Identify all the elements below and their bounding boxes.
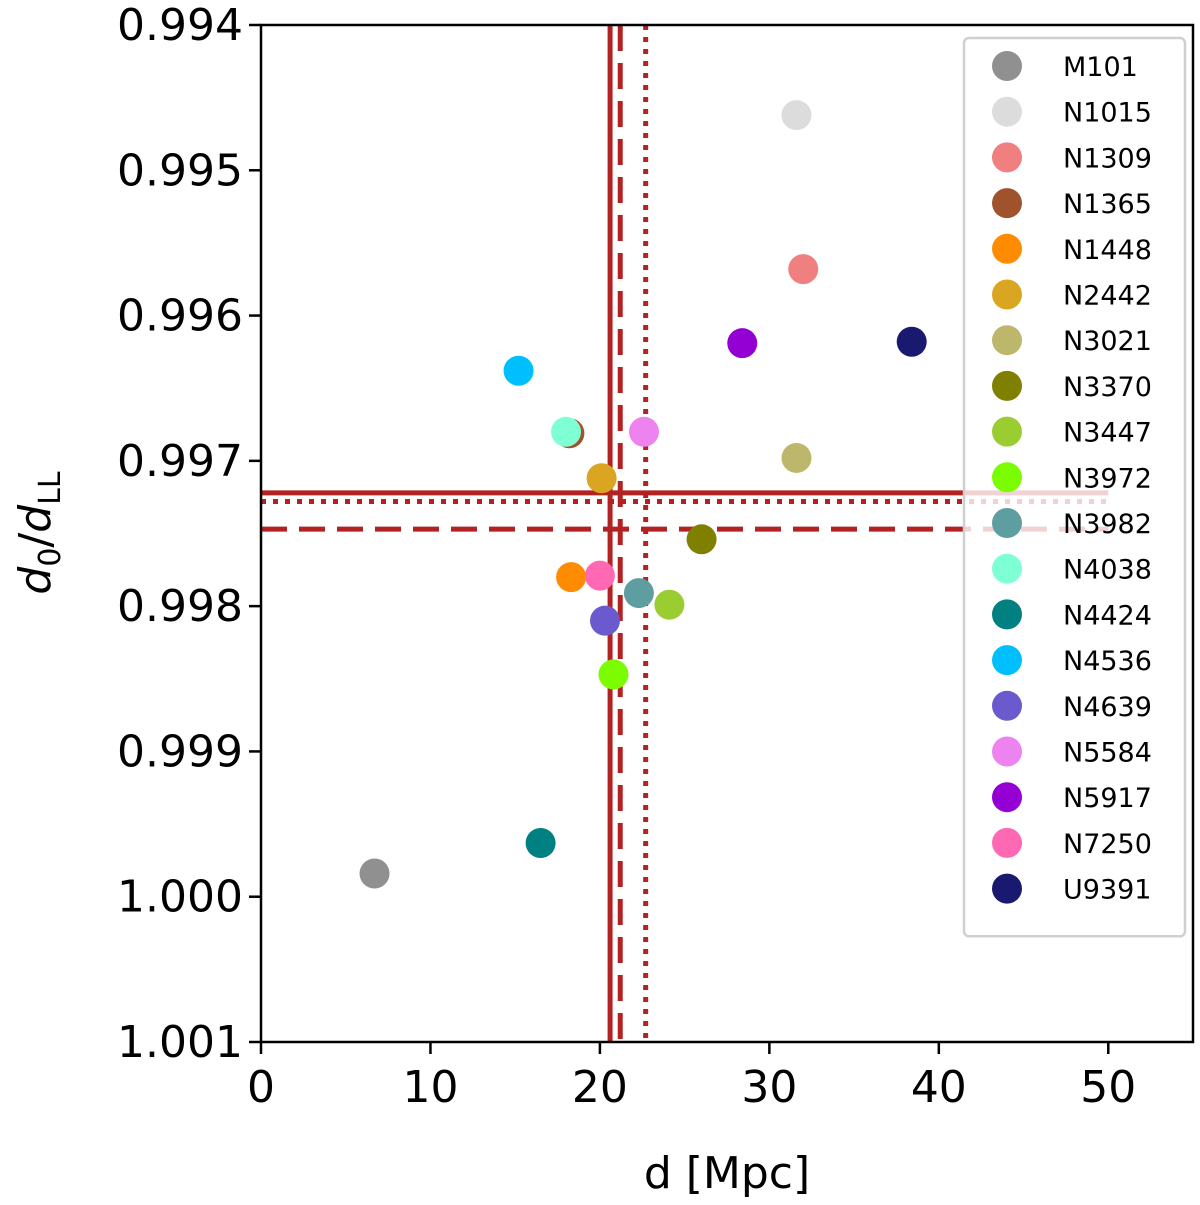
legend-marker bbox=[992, 690, 1022, 721]
point-n3982 bbox=[623, 578, 654, 609]
legend-marker bbox=[992, 370, 1022, 401]
x-tick-label: 20 bbox=[572, 1062, 628, 1113]
point-n4536 bbox=[503, 355, 534, 386]
legend-marker bbox=[992, 279, 1022, 310]
legend-label: N1015 bbox=[1063, 98, 1152, 129]
legend-marker bbox=[992, 553, 1022, 584]
point-n3370 bbox=[686, 524, 717, 555]
legend-label: N2442 bbox=[1063, 281, 1152, 312]
legend-marker bbox=[992, 645, 1022, 676]
y-tick-label: 1.000 bbox=[117, 872, 243, 923]
x-tick-label: 40 bbox=[911, 1062, 967, 1113]
y-tick-label: 0.997 bbox=[117, 436, 243, 487]
y-tick-label: 1.001 bbox=[117, 1017, 243, 1068]
point-n5917 bbox=[727, 328, 758, 359]
legend-label: N3982 bbox=[1063, 509, 1152, 540]
x-axis-ticks: 0 10 20 30 40 50 bbox=[247, 1042, 1136, 1113]
x-tick-label: 50 bbox=[1080, 1062, 1136, 1113]
x-tick-label: 0 bbox=[247, 1062, 275, 1113]
point-n3021 bbox=[781, 442, 812, 473]
data-points bbox=[359, 100, 927, 889]
legend-marker bbox=[992, 827, 1022, 858]
legend-label: N5917 bbox=[1063, 783, 1152, 814]
legend-marker bbox=[992, 325, 1022, 356]
legend-label: N3972 bbox=[1063, 463, 1152, 494]
legend-label: N3447 bbox=[1063, 418, 1152, 449]
y-tick-label: 0.996 bbox=[117, 291, 243, 342]
point-n3447 bbox=[654, 589, 685, 620]
legend-label: N3021 bbox=[1063, 326, 1152, 357]
point-n1309 bbox=[788, 254, 819, 285]
point-n4639 bbox=[589, 605, 620, 636]
y-tick-label: 0.998 bbox=[117, 581, 243, 632]
point-n5584 bbox=[628, 416, 659, 447]
legend-marker bbox=[992, 873, 1022, 904]
legend-marker bbox=[992, 96, 1022, 127]
point-n1015 bbox=[781, 100, 812, 131]
legend: M101 N1015 N1309 N1365 N1448 N2442 N3021 N3370 N… bbox=[962, 36, 1187, 938]
legend-label: N1365 bbox=[1063, 189, 1152, 220]
legend-label: N5584 bbox=[1063, 738, 1152, 769]
x-axis-label: d [Mpc] bbox=[644, 1148, 810, 1199]
y-tick-label: 0.994 bbox=[117, 0, 243, 51]
legend-marker bbox=[992, 599, 1022, 630]
point-n4424 bbox=[525, 827, 556, 858]
legend-marker bbox=[992, 51, 1022, 81]
y-tick-label: 0.995 bbox=[117, 145, 243, 196]
legend-label: N4424 bbox=[1063, 600, 1152, 631]
legend-marker bbox=[992, 142, 1022, 173]
legend-label: N1309 bbox=[1063, 143, 1152, 174]
point-n2442 bbox=[586, 463, 617, 494]
legend-marker bbox=[992, 508, 1022, 538]
legend-marker bbox=[992, 416, 1022, 447]
y-axis-label: d0/dLL bbox=[10, 471, 68, 595]
point-n3972 bbox=[598, 659, 629, 690]
point-u9391 bbox=[896, 326, 927, 357]
plot-frame bbox=[259, 23, 1195, 1044]
legend-label: N1448 bbox=[1063, 235, 1152, 266]
legend-label: N3370 bbox=[1063, 372, 1152, 403]
legend-marker bbox=[992, 782, 1022, 813]
point-n1448 bbox=[556, 562, 587, 593]
y-axis-ticks: 0.994 0.995 0.996 0.997 0.998 0.999 1.000 1.001 bbox=[117, 0, 261, 1068]
legend-label: N4639 bbox=[1063, 692, 1152, 723]
point-n4038 bbox=[551, 416, 582, 447]
legend-marker bbox=[992, 462, 1022, 493]
legend-label: M101 bbox=[1063, 52, 1138, 83]
legend-label: N4536 bbox=[1063, 646, 1152, 677]
y-tick-label: 0.999 bbox=[117, 726, 243, 777]
legend-marker bbox=[992, 233, 1022, 264]
legend-marker bbox=[992, 188, 1022, 219]
legend-marker bbox=[992, 736, 1022, 767]
point-m101 bbox=[359, 858, 390, 889]
legend-label: N4038 bbox=[1063, 555, 1152, 586]
legend-label: U9391 bbox=[1063, 875, 1151, 906]
x-tick-label: 30 bbox=[741, 1062, 797, 1113]
x-tick-label: 10 bbox=[402, 1062, 458, 1113]
legend-label: N7250 bbox=[1063, 829, 1152, 860]
point-n7250 bbox=[584, 560, 615, 591]
